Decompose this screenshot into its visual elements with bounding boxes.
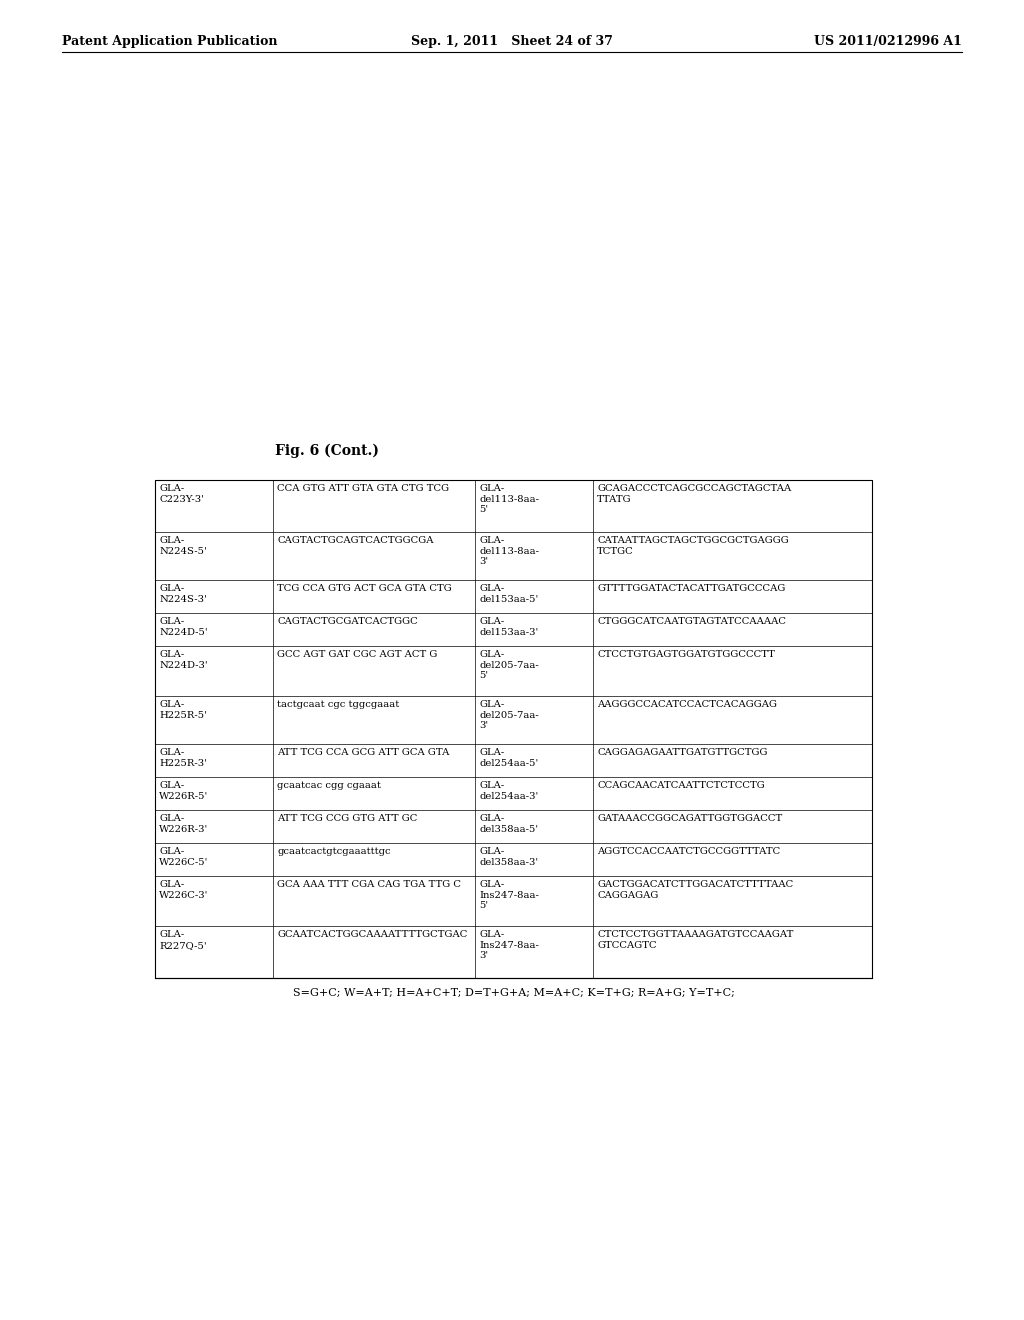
Text: GLA-
N224D-3': GLA- N224D-3' — [159, 649, 208, 669]
Text: GLA-
del205-7aa-
3': GLA- del205-7aa- 3' — [479, 700, 539, 730]
Text: CATAATTAGCTAGCTGGCGCTGAGGG
TCTGC: CATAATTAGCTAGCTGGCGCTGAGGG TCTGC — [597, 536, 788, 556]
Text: GATAAACCGGCAGATTGGTGGACCT: GATAAACCGGCAGATTGGTGGACCT — [597, 814, 782, 822]
Text: Fig. 6 (Cont.): Fig. 6 (Cont.) — [275, 444, 379, 458]
Text: CTCCTGTGAGTGGATGTGGCCCTT: CTCCTGTGAGTGGATGTGGCCCTT — [597, 649, 775, 659]
Text: GLA-
W226C-5': GLA- W226C-5' — [159, 847, 208, 867]
Text: gcaatcac cgg cgaaat: gcaatcac cgg cgaaat — [278, 781, 381, 789]
Text: GLA-
Ins247-8aa-
3': GLA- Ins247-8aa- 3' — [479, 931, 539, 961]
Text: AAGGGCCACATCCACTCACAGGAG: AAGGGCCACATCCACTCACAGGAG — [597, 700, 777, 709]
Text: GCA AAA TTT CGA CAG TGA TTG C: GCA AAA TTT CGA CAG TGA TTG C — [278, 880, 461, 888]
Text: GLA-
C223Y-3': GLA- C223Y-3' — [159, 484, 204, 504]
Text: tactgcaat cgc tggcgaaat: tactgcaat cgc tggcgaaat — [278, 700, 399, 709]
Text: CAGTACTGCAGTCACTGGCGA: CAGTACTGCAGTCACTGGCGA — [278, 536, 433, 545]
Text: GCAGACCCTCAGCGCCAGCTAGCTAA
TTATG: GCAGACCCTCAGCGCCAGCTAGCTAA TTATG — [597, 484, 792, 504]
Text: GLA-
W226C-3': GLA- W226C-3' — [159, 880, 208, 900]
Text: GLA-
del254aa-5': GLA- del254aa-5' — [479, 748, 539, 768]
Text: GLA-
H225R-3': GLA- H225R-3' — [159, 748, 207, 768]
Text: gcaatcactgtcgaaatttgc: gcaatcactgtcgaaatttgc — [278, 847, 390, 855]
Text: GLA-
H225R-5': GLA- H225R-5' — [159, 700, 207, 719]
Text: Sep. 1, 2011   Sheet 24 of 37: Sep. 1, 2011 Sheet 24 of 37 — [411, 36, 613, 48]
Text: GLA-
del205-7aa-
5': GLA- del205-7aa- 5' — [479, 649, 539, 681]
Text: GLA-
R227Q-5': GLA- R227Q-5' — [159, 931, 207, 950]
Text: GLA-
N224S-3': GLA- N224S-3' — [159, 583, 207, 603]
Text: GLA-
N224S-5': GLA- N224S-5' — [159, 536, 207, 556]
Text: GACTGGACATCTTGGACATCTTTTAAC
CAGGAGAG: GACTGGACATCTTGGACATCTTTTAAC CAGGAGAG — [597, 880, 794, 900]
Text: S=G+C; W=A+T; H=A+C+T; D=T+G+A; M=A+C; K=T+G; R=A+G; Y=T+C;: S=G+C; W=A+T; H=A+C+T; D=T+G+A; M=A+C; K… — [293, 987, 734, 998]
Text: CTCTCCTGGTTAAAAGATGTCCAAGAT
GTCCAGTC: CTCTCCTGGTTAAAAGATGTCCAAGAT GTCCAGTC — [597, 931, 794, 950]
Text: GCC AGT GAT CGC AGT ACT G: GCC AGT GAT CGC AGT ACT G — [278, 649, 437, 659]
Text: GLA-
del153aa-3': GLA- del153aa-3' — [479, 616, 539, 636]
Text: TCG CCA GTG ACT GCA GTA CTG: TCG CCA GTG ACT GCA GTA CTG — [278, 583, 452, 593]
Text: GLA-
del358aa-3': GLA- del358aa-3' — [479, 847, 539, 867]
Text: CAGTACTGCGATCACTGGC: CAGTACTGCGATCACTGGC — [278, 616, 418, 626]
Bar — [155, 480, 872, 978]
Text: GLA-
W226R-5': GLA- W226R-5' — [159, 781, 208, 801]
Text: CTGGGCATCAATGTAGTATCCAAAAC: CTGGGCATCAATGTAGTATCCAAAAC — [597, 616, 786, 626]
Text: GLA-
del153aa-5': GLA- del153aa-5' — [479, 583, 539, 603]
Text: GLA-
Ins247-8aa-
5': GLA- Ins247-8aa- 5' — [479, 880, 539, 911]
Text: CCAGCAACATCAATTCTCTCCTG: CCAGCAACATCAATTCTCTCCTG — [597, 781, 765, 789]
Text: GCAATCACTGGCAAAATTTTGCTGAC: GCAATCACTGGCAAAATTTTGCTGAC — [278, 931, 467, 939]
Text: GTTTTGGATACTACATTGATGCCCAG: GTTTTGGATACTACATTGATGCCCAG — [597, 583, 785, 593]
Text: Patent Application Publication: Patent Application Publication — [62, 36, 278, 48]
Text: GLA-
del358aa-5': GLA- del358aa-5' — [479, 814, 539, 834]
Text: ATT TCG CCA GCG ATT GCA GTA: ATT TCG CCA GCG ATT GCA GTA — [278, 748, 450, 756]
Text: CCA GTG ATT GTA GTA CTG TCG: CCA GTG ATT GTA GTA CTG TCG — [278, 484, 450, 492]
Text: ATT TCG CCG GTG ATT GC: ATT TCG CCG GTG ATT GC — [278, 814, 418, 822]
Text: GLA-
W226R-3': GLA- W226R-3' — [159, 814, 208, 834]
Text: US 2011/0212996 A1: US 2011/0212996 A1 — [814, 36, 962, 48]
Text: GLA-
N224D-5': GLA- N224D-5' — [159, 616, 208, 636]
Text: CAGGAGAGAATTGATGTTGCTGG: CAGGAGAGAATTGATGTTGCTGG — [597, 748, 768, 756]
Text: GLA-
del254aa-3': GLA- del254aa-3' — [479, 781, 539, 801]
Text: GLA-
del113-8aa-
5': GLA- del113-8aa- 5' — [479, 484, 539, 515]
Text: AGGTCCACCAATCTGCCGGTTTATC: AGGTCCACCAATCTGCCGGTTTATC — [597, 847, 780, 855]
Text: GLA-
del113-8aa-
3': GLA- del113-8aa- 3' — [479, 536, 539, 566]
